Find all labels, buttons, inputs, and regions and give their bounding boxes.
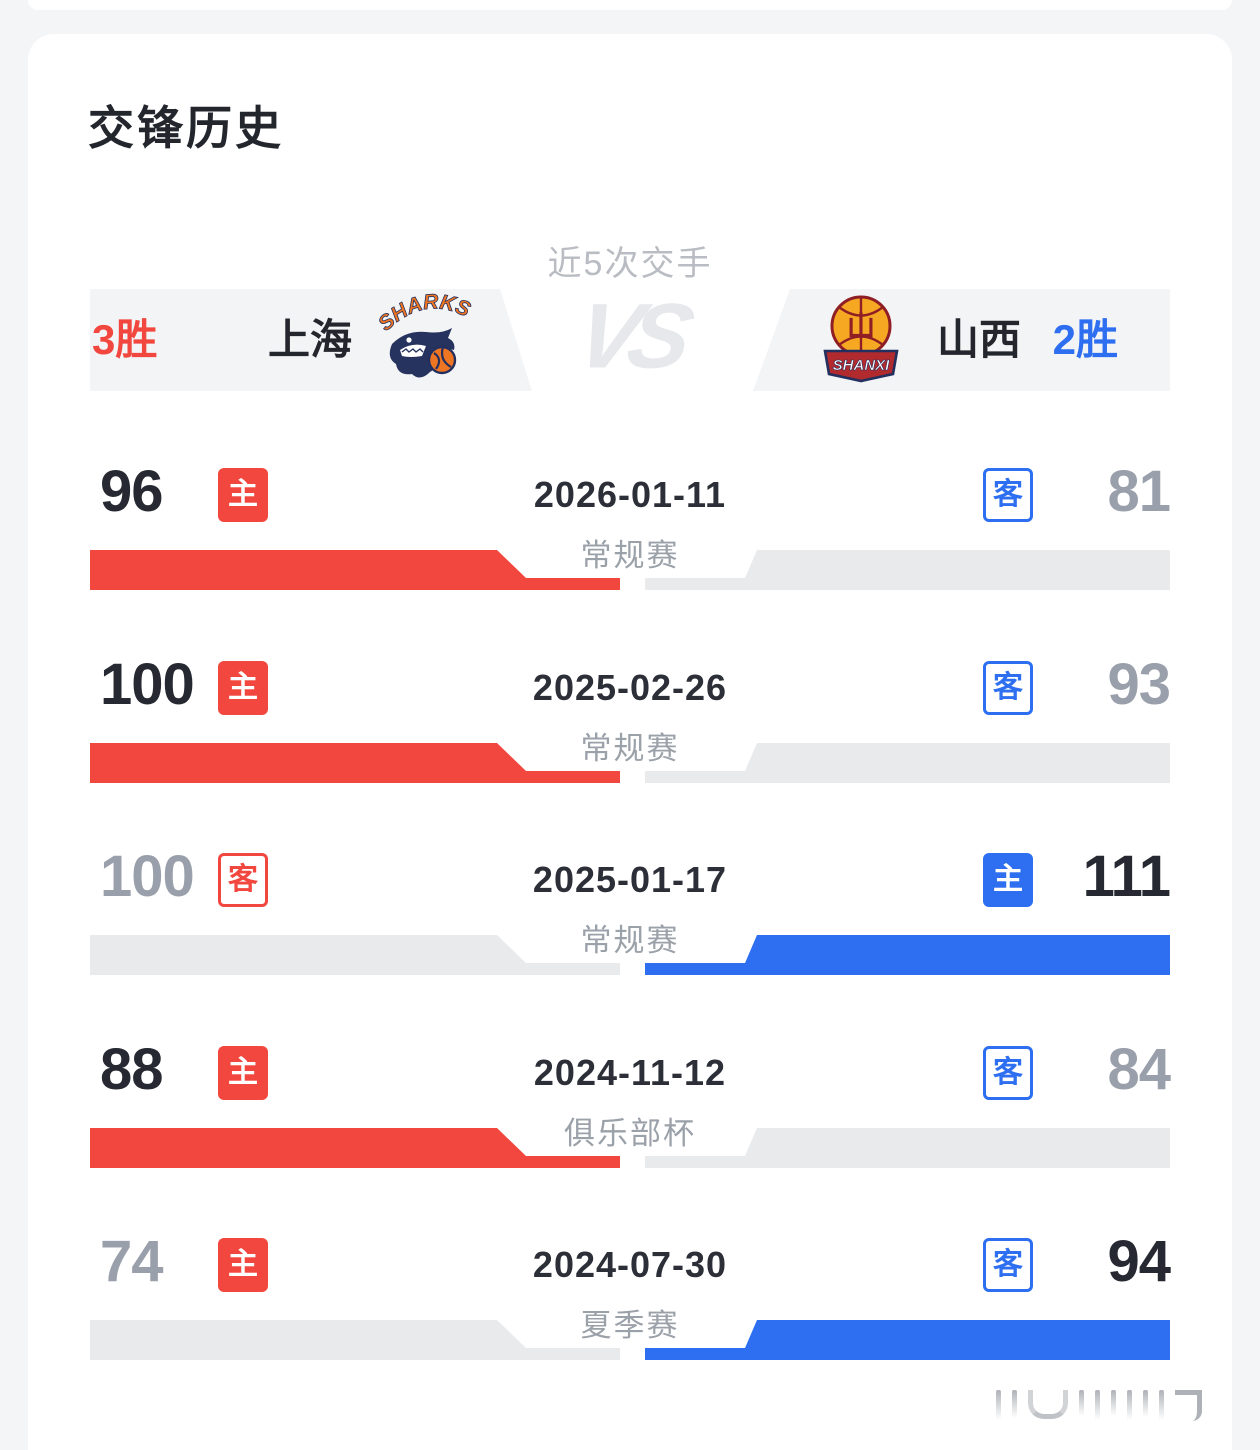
- competition-label: 夏季赛: [580, 1308, 680, 1343]
- left-team-name: 上海: [267, 316, 352, 363]
- right-team-band: 山 SHANXI 山西 2胜: [753, 289, 1170, 391]
- match-row[interactable]: 100 主 2025-02-26 常规赛 客 93: [28, 653, 1232, 789]
- left-venue-badge: 客: [218, 853, 268, 907]
- vs-watermark: VS: [567, 285, 693, 388]
- match-date: 2025-01-17: [532, 859, 728, 900]
- competition-label: 常规赛: [580, 538, 680, 573]
- match-date: 2024-07-30: [532, 1244, 728, 1285]
- left-team-score: 88: [100, 1037, 164, 1102]
- right-team-score: 111: [1082, 844, 1171, 909]
- left-team-band: 3胜 上海 SHARKS: [90, 289, 532, 391]
- right-team-score: 94: [1107, 1229, 1171, 1294]
- right-team-name: 山西: [937, 316, 1022, 363]
- match-row[interactable]: 100 客 2025-01-17 常规赛 主 111: [28, 845, 1232, 981]
- shanxi-logo-icon: 山 SHANXI: [823, 295, 899, 383]
- page-title: 交锋历史: [88, 102, 284, 154]
- match-date: 2024-11-12: [533, 1052, 727, 1093]
- right-team-score: 93: [1107, 652, 1171, 717]
- sharks-logo-text: SHARKS: [376, 290, 474, 335]
- left-team-score: 74: [100, 1229, 164, 1294]
- right-venue-badge: 主: [983, 853, 1033, 907]
- right-venue-badge: 客: [983, 1046, 1033, 1100]
- svg-text:SHARKS: SHARKS: [376, 290, 474, 335]
- left-team-score: 100: [100, 844, 195, 909]
- competition-label: 常规赛: [580, 923, 680, 958]
- left-venue-badge: 主: [218, 661, 268, 715]
- right-venue-badge: 客: [983, 1238, 1033, 1292]
- shanxi-logo-text: SHANXI: [833, 357, 891, 374]
- match-row[interactable]: 88 主 2024-11-12 俱乐部杯 客 84: [28, 1038, 1232, 1174]
- competition-label: 俱乐部杯: [564, 1116, 696, 1151]
- match-date: 2025-02-26: [532, 667, 728, 708]
- shanghai-sharks-logo-icon: SHARKS: [376, 290, 476, 390]
- left-venue-badge: 主: [218, 1046, 268, 1100]
- right-team-record: 2胜: [1052, 316, 1118, 363]
- head-to-head-card: 交锋历史 近5次交手 3胜 上海 SHARKS: [28, 34, 1232, 1450]
- right-team-score: 81: [1107, 459, 1171, 524]
- right-venue-badge: 客: [983, 661, 1033, 715]
- match-date: 2026-01-11: [533, 474, 727, 515]
- left-venue-badge: 主: [218, 1238, 268, 1292]
- competition-label: 常规赛: [580, 731, 680, 766]
- bottom-watermark: [996, 1390, 1202, 1424]
- match-row[interactable]: 74 主 2024-07-30 夏季赛 客 94: [28, 1230, 1232, 1366]
- previous-card-edge: [28, 0, 1232, 10]
- left-team-score: 96: [100, 459, 164, 524]
- right-team-score: 84: [1107, 1037, 1171, 1102]
- teams-header: 3胜 上海 SHARKS VS: [28, 285, 1232, 391]
- right-venue-badge: 客: [983, 468, 1033, 522]
- recent-matches-subtitle: 近5次交手: [547, 245, 713, 283]
- left-team-record: 3胜: [92, 316, 158, 363]
- svg-text:山: 山: [847, 311, 875, 342]
- match-row[interactable]: 96 主 2026-01-11 常规赛 客 81: [28, 460, 1232, 596]
- left-venue-badge: 主: [218, 468, 268, 522]
- left-team-score: 100: [100, 652, 195, 717]
